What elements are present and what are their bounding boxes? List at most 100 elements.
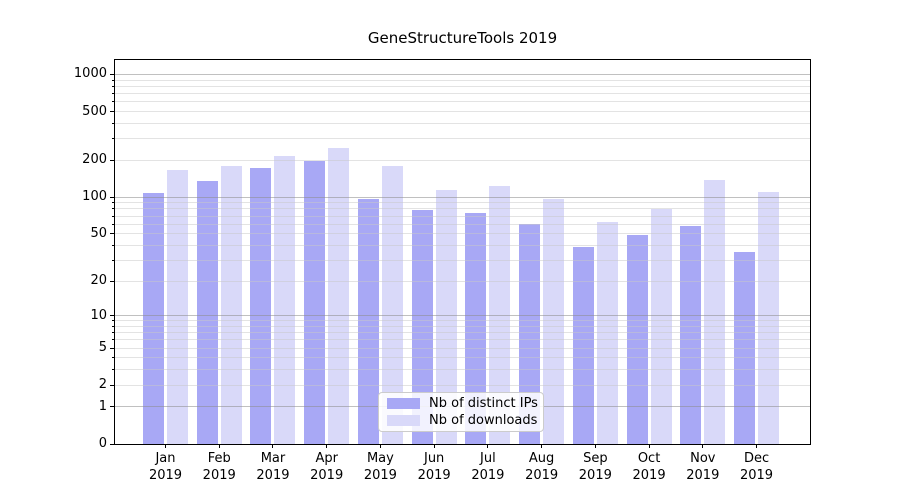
x-tick	[648, 444, 650, 448]
y-gridline-minor	[115, 325, 810, 327]
y-tick-label: 1000	[73, 66, 107, 82]
x-tick	[379, 444, 381, 448]
bar	[196, 181, 218, 444]
y-minor-tick	[112, 79, 115, 81]
y-minor-tick	[112, 325, 115, 327]
bar	[435, 189, 457, 444]
y-minor-tick	[112, 357, 115, 359]
y-minor-tick	[112, 122, 115, 124]
plot-area	[110, 59, 811, 448]
y-gridline-minor	[115, 85, 810, 87]
x-tick	[756, 444, 758, 448]
y-gridline-minor	[115, 347, 810, 349]
x-tick-label: Dec 2019	[739, 451, 774, 483]
y-gridline-major	[115, 315, 810, 317]
y-minor-tick	[112, 101, 115, 103]
y-gridline-minor	[115, 79, 810, 81]
y-gridline-major	[115, 196, 810, 198]
y-minor-tick	[112, 369, 115, 371]
legend: Nb of distinct IPs Nb of downloads	[378, 392, 544, 432]
y-gridline-minor	[115, 233, 810, 235]
x-tick	[433, 444, 435, 448]
y-tick-label: 500	[82, 103, 107, 119]
y-minor-tick	[112, 332, 115, 334]
y-gridline-minor	[115, 111, 810, 112]
y-gridline-major	[115, 73, 810, 75]
y-tick-label: 100	[82, 189, 107, 205]
bar	[381, 166, 403, 444]
y-gridline-minor	[115, 384, 810, 386]
y-gridline-minor	[115, 369, 810, 371]
x-tick-label: Sep 2019	[578, 451, 612, 483]
y-tick	[110, 406, 115, 408]
y-minor-tick	[112, 233, 115, 235]
y-gridline-minor	[115, 101, 810, 103]
x-tick	[218, 444, 220, 448]
y-minor-tick	[112, 159, 115, 161]
y-minor-tick	[112, 347, 115, 349]
y-minor-tick	[112, 208, 115, 210]
x-tick	[702, 444, 704, 448]
legend-entry: Nb of downloads	[387, 412, 538, 428]
y-minor-tick	[112, 244, 115, 246]
bar	[304, 161, 326, 444]
bar	[274, 155, 296, 444]
x-tick	[326, 444, 328, 448]
x-tick-label: Apr 2019	[310, 451, 344, 483]
legend-swatch	[387, 398, 420, 410]
bar	[519, 224, 541, 444]
y-gridline-minor	[115, 332, 810, 334]
chart-title: GeneStructureTools 2019	[367, 29, 558, 47]
x-tick	[272, 444, 274, 448]
y-minor-tick	[112, 223, 115, 225]
bar	[704, 180, 726, 444]
y-gridline-minor	[115, 215, 810, 217]
y-gridline-minor	[115, 339, 810, 341]
y-tick	[110, 315, 115, 317]
y-minor-tick	[112, 202, 115, 204]
legend-label: Nb of distinct IPs	[429, 396, 538, 412]
y-minor-tick	[112, 320, 115, 322]
bar	[328, 148, 350, 444]
y-minor-tick	[112, 339, 115, 341]
y-tick-label: 10	[90, 307, 107, 323]
y-tick	[110, 443, 115, 445]
y-gridline-minor	[115, 202, 810, 204]
bar	[626, 234, 648, 444]
y-minor-tick	[112, 111, 115, 112]
bar	[572, 246, 594, 444]
x-tick-label: Jan 2019	[148, 451, 183, 483]
x-tick-label: May 2019	[363, 451, 397, 483]
y-minor-tick	[112, 215, 115, 217]
bar	[167, 169, 188, 444]
y-gridline-minor	[115, 244, 810, 246]
bar	[220, 166, 242, 444]
bar	[489, 186, 511, 444]
y-gridline-minor	[115, 223, 810, 225]
y-tick-label: 20	[90, 273, 107, 289]
y-tick-label: 2	[98, 377, 107, 393]
legend-label: Nb of downloads	[429, 412, 538, 428]
x-tick-label: Jul 2019	[471, 451, 505, 483]
y-gridline-minor	[115, 259, 810, 261]
y-gridline-minor	[115, 280, 810, 282]
y-gridline-minor	[115, 93, 810, 95]
y-tick-label: 1	[98, 398, 107, 414]
y-minor-tick	[112, 259, 115, 261]
y-gridline-minor	[115, 122, 810, 124]
y-gridline-minor	[115, 357, 810, 359]
x-tick	[594, 444, 596, 448]
y-tick	[110, 196, 115, 198]
y-minor-tick	[112, 384, 115, 386]
x-tick-label: Feb 2019	[202, 451, 236, 483]
bar	[758, 192, 780, 444]
x-tick-label: Mar 2019	[256, 451, 290, 483]
y-gridline-minor	[115, 159, 810, 161]
legend-entry: Nb of distinct IPs	[387, 396, 538, 412]
x-tick-label: Aug 2019	[525, 451, 559, 483]
y-tick-label: 50	[90, 225, 107, 241]
y-tick	[110, 73, 115, 75]
bar	[680, 225, 702, 444]
bar	[465, 213, 487, 444]
x-tick	[165, 444, 166, 448]
